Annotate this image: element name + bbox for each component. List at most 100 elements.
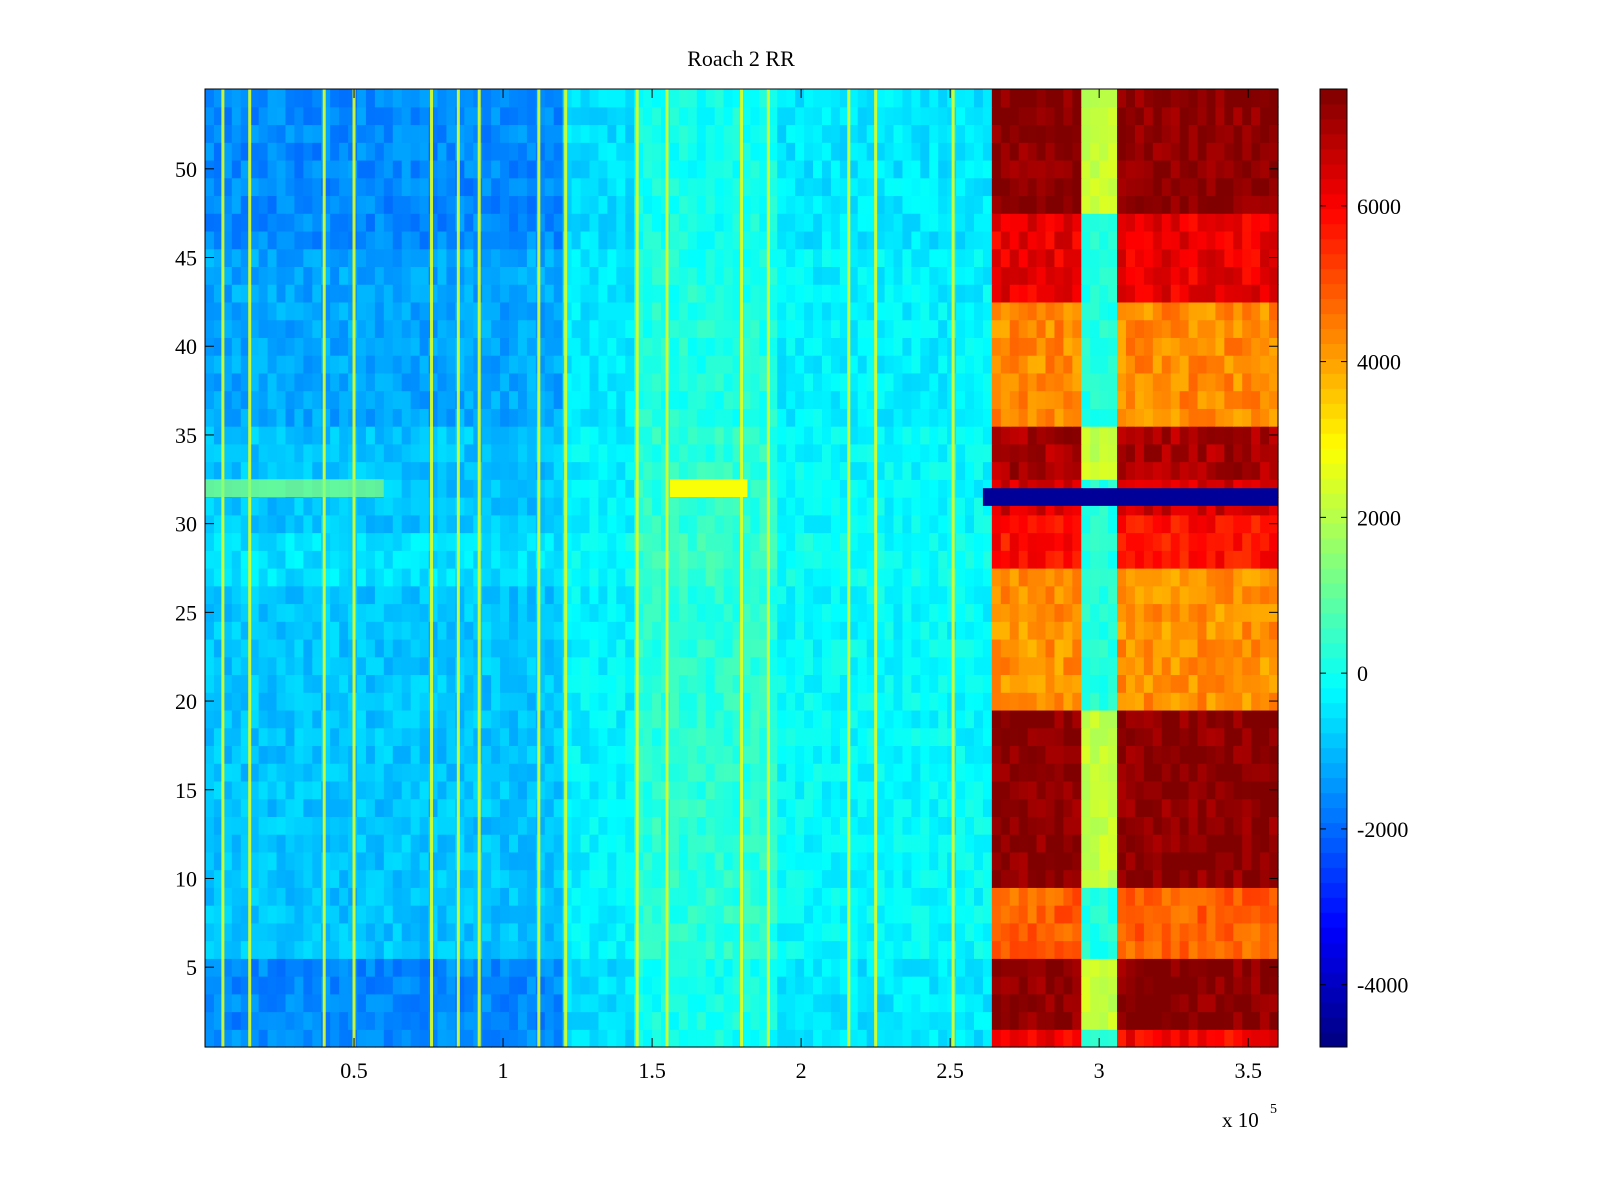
heatmap-cell: [446, 869, 456, 888]
heatmap-cell: [1054, 621, 1064, 640]
heatmap-cell: [392, 426, 403, 445]
heatmap-cell: [1215, 922, 1225, 942]
heatmap-cell: [1143, 426, 1154, 445]
heatmap-cell: [455, 426, 465, 445]
heatmap-cell: [240, 976, 251, 995]
heatmap-cell: [732, 585, 743, 605]
heatmap-cell: [777, 532, 787, 551]
heatmap-cell: [929, 940, 939, 959]
heatmap-cell: [884, 372, 895, 392]
heatmap-cell: [777, 1011, 787, 1030]
heatmap-cell: [938, 692, 948, 711]
heatmap-cell: [839, 372, 850, 392]
heatmap-cell: [312, 940, 322, 959]
heatmap-cell: [741, 922, 752, 942]
heatmap-cell: [929, 337, 939, 356]
heatmap-cell: [1251, 497, 1261, 516]
heatmap-cell: [285, 550, 296, 569]
heatmap-cell: [991, 922, 1002, 942]
heatmap-cell: [1036, 319, 1047, 338]
heatmap-cell: [1108, 426, 1118, 445]
heatmap-cell: [598, 479, 608, 498]
heatmap-cell: [1054, 1029, 1064, 1048]
heatmap-cell: [696, 426, 707, 445]
heatmap-cell: [696, 727, 707, 747]
heatmap-cell: [446, 851, 456, 871]
heatmap-cell: [965, 993, 975, 1013]
heatmap-cell: [848, 621, 859, 640]
heatmap-cell: [258, 301, 269, 321]
heatmap-cell: [768, 461, 778, 480]
heatmap-cell: [1018, 1011, 1029, 1030]
heatmap-cell: [580, 638, 591, 658]
heatmap-cell: [1063, 426, 1073, 445]
heatmap-cell: [410, 355, 421, 374]
heatmap-cell: [1179, 656, 1190, 676]
heatmap-cell: [249, 372, 260, 392]
heatmap-cell: [848, 532, 859, 551]
heatmap-cell: [258, 869, 269, 888]
heatmap-cell: [1197, 905, 1208, 924]
heatmap-cell: [374, 372, 385, 392]
heatmap-cell: [902, 745, 912, 764]
heatmap-cell: [1152, 408, 1163, 427]
heatmap-cell: [759, 408, 769, 427]
heatmap-cell: [1206, 497, 1217, 516]
heatmap-cell: [929, 638, 939, 658]
heatmap-cell: [687, 372, 698, 392]
heatmap-cell: [821, 337, 832, 356]
heatmap-cell: [517, 993, 528, 1013]
heatmap-cell: [1072, 514, 1082, 534]
heatmap-cell: [607, 550, 617, 569]
heatmap-cell: [562, 1029, 573, 1048]
heatmap-cell: [1063, 319, 1073, 338]
heatmap-cell: [1161, 976, 1172, 995]
heatmap-cell: [213, 993, 224, 1013]
heatmap-cell: [1134, 443, 1145, 463]
heatmap-cell: [875, 603, 886, 622]
heatmap-cell: [634, 479, 644, 498]
heatmap-cell: [1081, 869, 1091, 888]
heatmap-cell: [580, 532, 591, 551]
heatmap-cell: [732, 922, 743, 942]
heatmap-cell: [249, 851, 260, 871]
heatmap-cell: [786, 869, 796, 888]
heatmap-cell: [1063, 621, 1073, 640]
heatmap-cell: [857, 443, 868, 463]
heatmap-cell: [652, 568, 662, 587]
heatmap-cell: [437, 1029, 448, 1048]
heatmap-cell: [303, 727, 313, 747]
heatmap-cell: [517, 940, 528, 959]
heatmap-cell: [1027, 958, 1038, 977]
heatmap-cell: [804, 319, 814, 338]
heatmap-cell: [1215, 1029, 1225, 1048]
heatmap-cell: [526, 568, 537, 587]
heatmap-cell: [911, 656, 921, 676]
heatmap-cell: [821, 497, 832, 516]
heatmap-cell: [804, 461, 814, 480]
heatmap-cell: [866, 692, 877, 711]
heatmap-cell: [777, 727, 787, 747]
heatmap-cell: [1099, 550, 1109, 569]
heatmap-cell: [795, 745, 805, 764]
heatmap-cell: [509, 568, 519, 587]
heatmap-cell: [517, 355, 528, 374]
heatmap-cell: [911, 993, 921, 1013]
heatmap-cell: [410, 638, 421, 658]
heatmap-cell: [652, 993, 662, 1013]
heatmap-cell: [312, 1029, 322, 1048]
heatmap-cell: [526, 763, 537, 782]
heatmap-cell: [401, 692, 412, 711]
heatmap-cell: [330, 443, 340, 463]
heatmap-cell: [1260, 337, 1270, 356]
heatmap-cell: [669, 1029, 680, 1048]
heatmap-cell: [821, 372, 832, 392]
heatmap-cell: [589, 479, 600, 498]
heatmap-cell: [410, 621, 421, 640]
heatmap-cell: [687, 763, 698, 782]
heatmap-cell: [1269, 727, 1279, 747]
heatmap-cell: [1108, 798, 1118, 817]
heatmap-cell: [687, 443, 698, 463]
heatmap-cell: [875, 426, 886, 445]
heatmap-cell: [464, 1011, 474, 1030]
